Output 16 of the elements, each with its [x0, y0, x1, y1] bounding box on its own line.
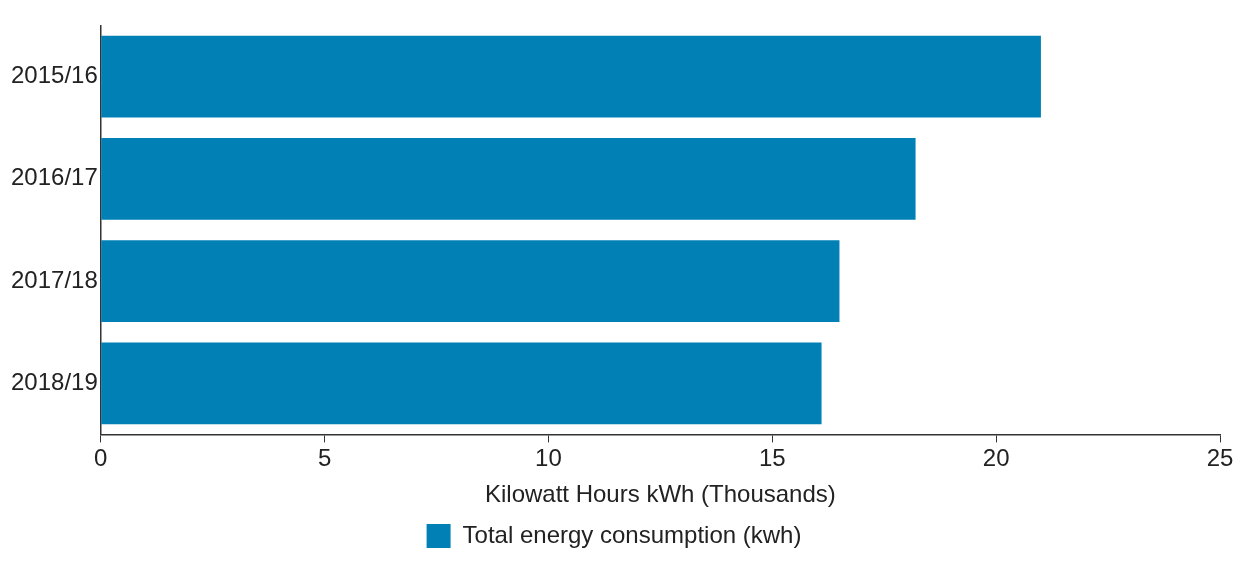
y-tick-label: 2017/18 [10, 265, 98, 293]
x-axis-title: Kilowatt Hours kWh (Thousands) [484, 480, 836, 508]
bar [101, 137, 916, 220]
x-tick-label: 20 [982, 444, 1010, 472]
x-tick-label: 5 [317, 444, 332, 472]
x-tick-label: 25 [1206, 444, 1234, 472]
legend-label: Total energy consumption (kwh) [462, 520, 802, 548]
y-tick-label: 2018/19 [10, 367, 98, 395]
y-tick-label: 2015/16 [10, 61, 98, 89]
bar [101, 240, 840, 322]
x-tick-label: 10 [535, 444, 562, 472]
x-tick-label: 15 [758, 444, 786, 472]
y-tick-label: 2016/17 [10, 163, 98, 191]
bar [101, 342, 822, 425]
x-tick-label: 0 [94, 444, 108, 472]
bar [101, 35, 1041, 118]
